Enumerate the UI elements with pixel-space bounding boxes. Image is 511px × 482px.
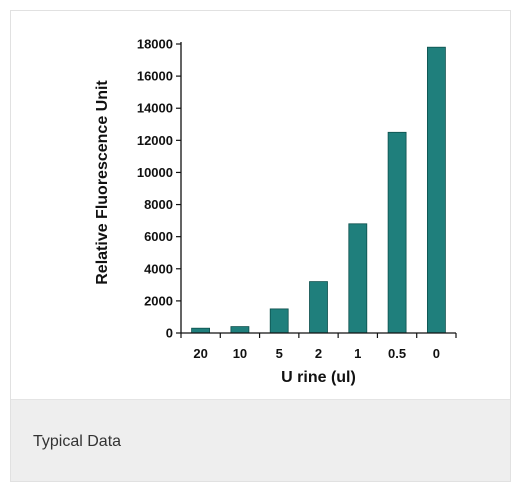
bar xyxy=(426,46,446,334)
bar xyxy=(191,327,211,334)
y-tick-label: 0 xyxy=(166,326,173,341)
x-tick-label: 0 xyxy=(433,346,440,361)
y-axis-title: Relative Fluorescence Unit xyxy=(94,80,111,285)
figure-card: 0 2000 4000 6000 8000 10000 12000 14000 16000 180… xyxy=(10,10,511,482)
y-tick-label: 16000 xyxy=(137,69,173,84)
y-tick-label: 8000 xyxy=(144,197,173,212)
caption-bar: Typical Data xyxy=(11,399,510,481)
x-axis-title: U rine (ul) xyxy=(281,369,356,386)
chart-figure: 0 2000 4000 6000 8000 10000 12000 14000 16000 180… xyxy=(11,11,510,399)
bar xyxy=(230,326,250,334)
y-tick-label: 2000 xyxy=(144,293,173,308)
y-tick-label: 14000 xyxy=(137,101,173,116)
bar xyxy=(269,308,289,334)
y-tick-label: 6000 xyxy=(144,229,173,244)
figure-caption: Typical Data xyxy=(33,433,122,450)
y-tick-label: 4000 xyxy=(144,261,173,276)
y-tick-label: 10000 xyxy=(137,165,173,180)
bar-chart: 0 2000 4000 6000 8000 10000 12000 14000 16000 180… xyxy=(94,37,457,386)
bar xyxy=(309,281,328,334)
y-tick-label: 18000 xyxy=(137,37,173,52)
x-tick-label: 2 xyxy=(315,346,322,361)
x-tick-label: 10 xyxy=(233,346,247,361)
x-tick-label: 5 xyxy=(276,346,283,361)
x-tick-label: 1 xyxy=(354,346,361,361)
x-tick-label: 0.5 xyxy=(388,346,406,361)
bar xyxy=(387,131,407,334)
bar xyxy=(348,223,368,334)
x-tick-label: 20 xyxy=(193,346,207,361)
y-tick-label: 12000 xyxy=(137,133,173,148)
